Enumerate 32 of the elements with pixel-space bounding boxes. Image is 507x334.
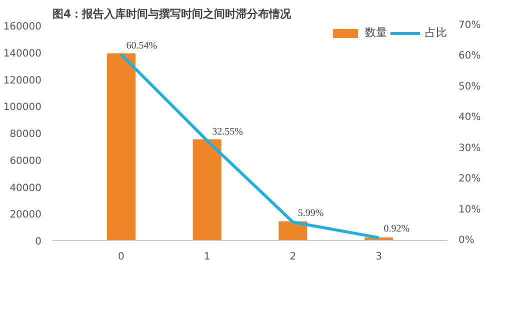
y-tick-label: 80000 xyxy=(10,129,42,140)
y-tick-label: 120000 xyxy=(3,75,42,86)
y2-tick-label: 10% xyxy=(458,204,481,216)
y2-tick-label: 50% xyxy=(458,81,481,92)
y-tick-label: 40000 xyxy=(10,182,42,194)
bar xyxy=(192,139,222,240)
y2-tick-label: 20% xyxy=(458,174,481,185)
bar xyxy=(278,221,308,240)
x-tick-label: 0 xyxy=(118,252,124,262)
legend-label: 数量 xyxy=(365,25,387,40)
y-tick-label: 160000 xyxy=(3,22,42,32)
y-tick-label: 100000 xyxy=(3,102,42,114)
y2-tick-label: 30% xyxy=(458,142,481,154)
y-tick-label: 60000 xyxy=(10,156,42,167)
line-series xyxy=(120,53,380,240)
data-label: 32.55% xyxy=(212,126,243,138)
x-tick-label: 1 xyxy=(204,252,210,262)
chart-title: 图4：报告入库时间与撰写时间之间时滞分布情况 xyxy=(52,8,292,20)
x-tick-label: 3 xyxy=(376,252,382,262)
y2-tick-label: 60% xyxy=(458,50,481,62)
bar xyxy=(106,53,136,240)
x-tick-label: 2 xyxy=(290,252,296,262)
y2-tick-label: 40% xyxy=(458,112,481,124)
y2-tick-label: 0% xyxy=(458,235,474,246)
data-label: 5.99% xyxy=(298,208,324,220)
legend-label: 占比 xyxy=(425,25,447,40)
y-tick-label: 140000 xyxy=(3,48,42,60)
data-label: 0.92% xyxy=(384,224,410,235)
data-label: 60.54% xyxy=(126,40,158,52)
y-tick-label: 20000 xyxy=(10,210,42,221)
y2-tick-label: 70% xyxy=(458,20,481,31)
y-tick-label: 0 xyxy=(35,236,42,248)
